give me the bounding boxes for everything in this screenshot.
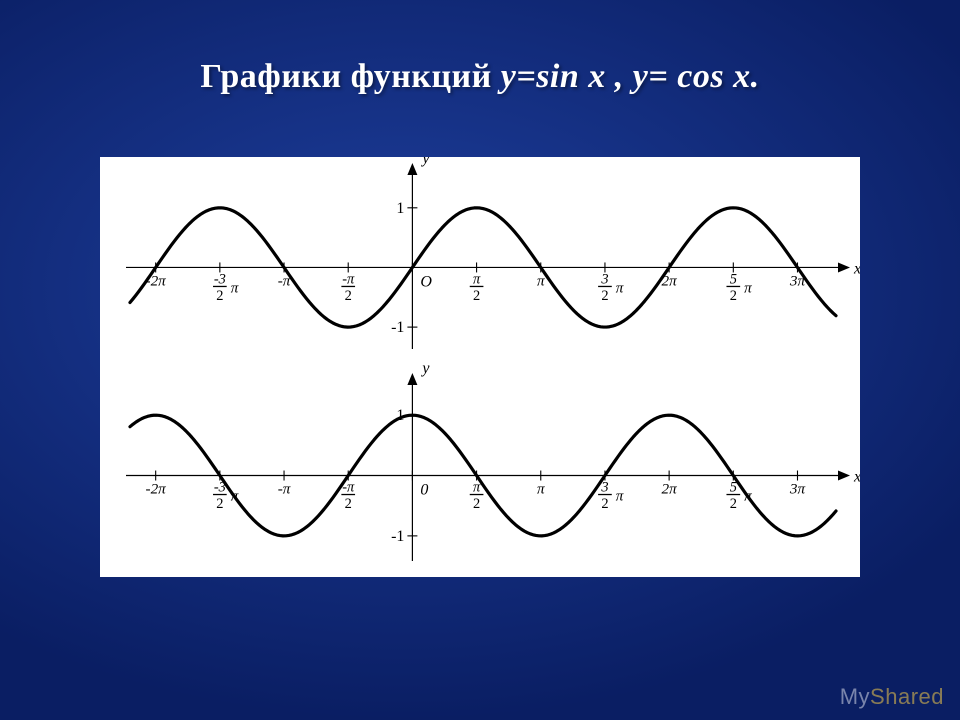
svg-text:π: π bbox=[473, 271, 481, 287]
svg-text:-π: -π bbox=[342, 271, 355, 287]
svg-text:2: 2 bbox=[601, 496, 608, 512]
trig-charts: xy-2π-32π-π-π2Oπ2π32π2π52π3π-11xy-2π-32π… bbox=[100, 157, 860, 577]
svg-text:2: 2 bbox=[473, 288, 480, 304]
svg-text:-π: -π bbox=[278, 480, 291, 497]
svg-text:3: 3 bbox=[600, 271, 608, 287]
title-prefix: Графики функций bbox=[200, 58, 500, 95]
svg-text:-1: -1 bbox=[391, 528, 404, 545]
svg-text:O: O bbox=[420, 273, 432, 290]
svg-text:x: x bbox=[853, 468, 860, 485]
svg-text:2: 2 bbox=[216, 496, 223, 512]
watermark-right: Shared bbox=[870, 684, 944, 709]
svg-text:-1: -1 bbox=[391, 319, 404, 336]
svg-text:2: 2 bbox=[601, 288, 608, 304]
svg-text:π: π bbox=[616, 487, 624, 504]
svg-text:π: π bbox=[744, 279, 752, 296]
svg-text:2: 2 bbox=[730, 496, 737, 512]
svg-text:-3: -3 bbox=[214, 271, 226, 287]
svg-text:x: x bbox=[853, 260, 860, 277]
svg-text:-2π: -2π bbox=[146, 480, 167, 497]
watermark: MyShared bbox=[840, 684, 944, 710]
svg-text:2: 2 bbox=[730, 288, 737, 304]
svg-text:2: 2 bbox=[216, 288, 223, 304]
svg-text:π: π bbox=[231, 279, 239, 296]
svg-text:2π: 2π bbox=[662, 480, 678, 497]
svg-text:π: π bbox=[616, 279, 624, 296]
svg-text:y: y bbox=[420, 157, 430, 167]
page-title: Графики функций y=sin x , y= cos x. bbox=[200, 58, 759, 96]
svg-text:2: 2 bbox=[473, 496, 480, 512]
svg-text:1: 1 bbox=[396, 200, 404, 217]
svg-text:π: π bbox=[537, 272, 545, 289]
svg-text:π: π bbox=[537, 480, 545, 497]
svg-text:2: 2 bbox=[345, 288, 352, 304]
svg-text:y: y bbox=[420, 360, 430, 377]
svg-text:0: 0 bbox=[420, 481, 428, 498]
svg-text:5: 5 bbox=[730, 271, 737, 287]
watermark-left: My bbox=[840, 684, 870, 709]
svg-text:2: 2 bbox=[345, 496, 352, 512]
title-functions: y=sin x , y= cos x. bbox=[501, 58, 760, 95]
svg-text:3π: 3π bbox=[789, 480, 806, 497]
